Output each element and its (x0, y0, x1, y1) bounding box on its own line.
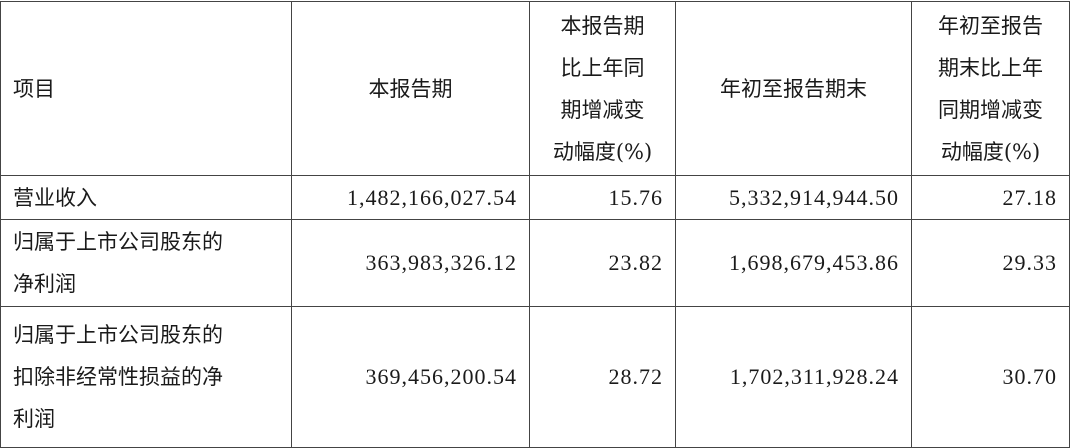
current-change: 15.76 (529, 175, 676, 220)
ytd-value: 1,698,679,453.86 (675, 219, 912, 307)
row-label: 归属于上市公司股东的 扣除非经常性损益的净 利润 (0, 306, 292, 448)
table-row: 归属于上市公司股东的 扣除非经常性损益的净 利润 369,456,200.54 … (0, 306, 1070, 448)
current-value: 1,482,166,027.54 (291, 175, 530, 220)
header-current-change: 本报告期 比上年同 期增减变 动幅度(%) (529, 1, 676, 176)
current-change: 23.82 (529, 219, 676, 307)
header-line: 本报告期 (560, 13, 645, 38)
header-ytd-change: 年初至报告 期末比上年 同期增减变 动幅度(%) (911, 1, 1070, 176)
current-value: 369,456,200.54 (291, 306, 530, 448)
current-value: 363,983,326.12 (291, 219, 530, 307)
header-row: 项目 本报告期 本报告期 比上年同 期增减变 动幅度(%) 年初至报告期末 年初… (0, 1, 1070, 176)
ytd-change: 30.70 (911, 306, 1070, 448)
header-line: 年初至报告 (938, 13, 1043, 38)
row-label: 营业收入 (0, 175, 292, 220)
header-line: 同期增减变 (938, 97, 1043, 122)
header-text: 年初至报告期末 (720, 76, 867, 101)
label-line: 扣除非经常性损益的净 (13, 365, 223, 389)
header-ytd: 年初至报告期末 (675, 1, 912, 176)
header-text: 项目 (13, 76, 55, 101)
header-line: 期增减变 (560, 97, 645, 122)
ytd-change: 29.33 (911, 219, 1070, 307)
label-line: 归属于上市公司股东的 (13, 323, 223, 347)
row-label: 归属于上市公司股东的 净利润 (0, 219, 292, 307)
header-item: 项目 (0, 1, 292, 176)
header-line: 期末比上年 (938, 55, 1043, 80)
ytd-value: 5,332,914,944.50 (675, 175, 912, 220)
header-text: 本报告期 (368, 76, 453, 101)
label-line: 营业收入 (13, 185, 97, 210)
ytd-value: 1,702,311,928.24 (675, 306, 912, 448)
label-line: 归属于上市公司股东的 (13, 230, 223, 254)
table-row: 营业收入 1,482,166,027.54 15.76 5,332,914,94… (0, 175, 1070, 220)
header-line: 比上年同 (560, 55, 645, 80)
ytd-change: 27.18 (911, 175, 1070, 220)
label-line: 利润 (13, 407, 55, 431)
header-line: 动幅度(%) (940, 139, 1041, 164)
label-line: 净利润 (13, 272, 76, 296)
header-line: 动幅度(%) (552, 139, 653, 164)
current-change: 28.72 (529, 306, 676, 448)
header-current-period: 本报告期 (291, 1, 530, 176)
table-row: 归属于上市公司股东的 净利润 363,983,326.12 23.82 1,69… (0, 219, 1070, 307)
